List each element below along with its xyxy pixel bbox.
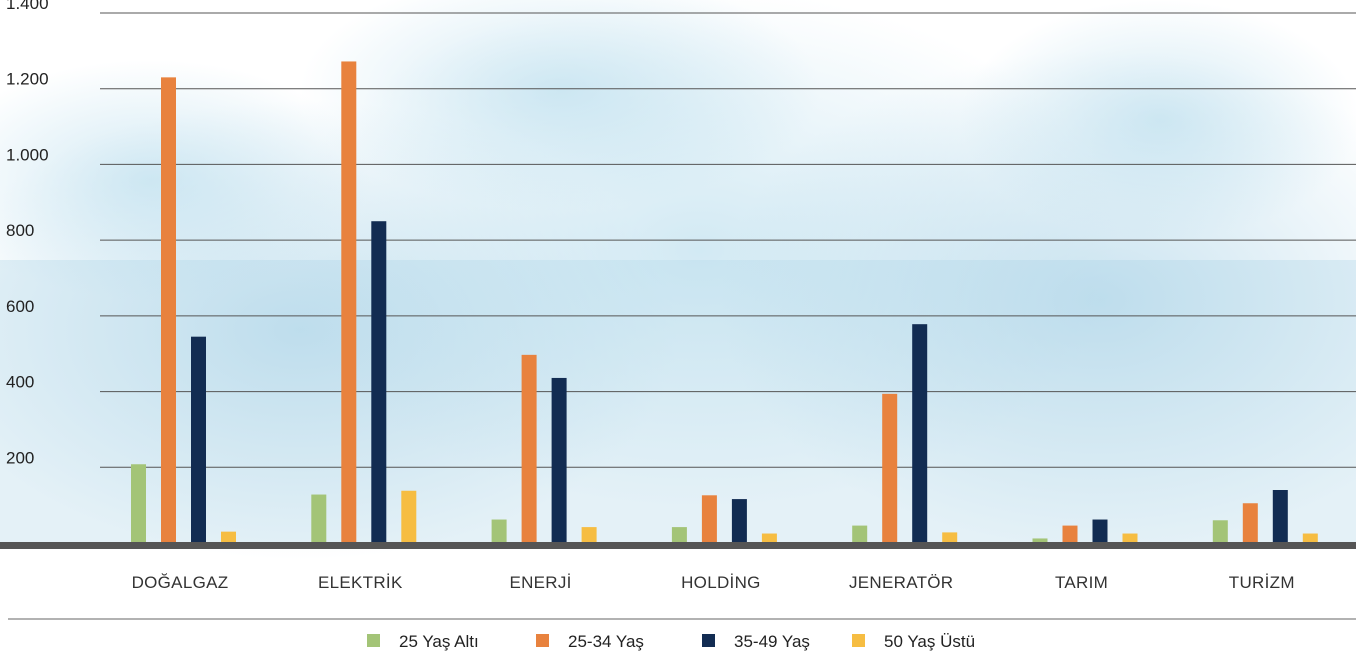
bar: [371, 221, 387, 543]
bar: [1272, 490, 1288, 543]
grid-lines: [100, 12, 1356, 468]
x-category-label: DOĞALGAZ: [132, 573, 229, 592]
bar: [761, 533, 777, 543]
bar: [942, 532, 958, 543]
legend-label: 25 Yaş Altı: [399, 632, 479, 651]
bar: [1122, 533, 1138, 543]
bar: [341, 61, 357, 543]
x-category-label: TARIM: [1055, 573, 1108, 592]
bar: [131, 464, 146, 543]
y-tick-label: 1.400: [6, 0, 49, 13]
y-tick-label: 600: [6, 297, 34, 316]
bar: [551, 377, 567, 543]
y-tick-label: 1.000: [6, 145, 49, 164]
bar: [1092, 519, 1108, 543]
bar: [191, 336, 206, 543]
bar: [161, 77, 176, 543]
legend-label: 35-49 Yaş: [734, 632, 810, 651]
bar: [491, 519, 507, 543]
bar: [1212, 520, 1228, 543]
x-axis-baseline: [0, 542, 1356, 549]
y-tick-label: 1.200: [6, 70, 49, 89]
x-axis-categories: DOĞALGAZ ELEKTRİK ENERJİ HOLDİNG JENERATÖR TA…: [132, 573, 1295, 592]
y-tick-label: 400: [6, 373, 34, 392]
x-category-label: ENERJİ: [509, 573, 571, 592]
x-category-label: TURİZM: [1229, 573, 1295, 592]
legend-swatch: [367, 634, 380, 647]
legend-swatch: [702, 634, 715, 647]
bar: [401, 490, 417, 543]
y-tick-label: 800: [6, 221, 34, 240]
bar: [1062, 525, 1078, 543]
bar: [852, 525, 868, 543]
bar: [1302, 533, 1318, 543]
bar: [701, 495, 717, 543]
legend-label: 50 Yaş Üstü: [884, 632, 975, 651]
x-category-label: JENERATÖR: [849, 573, 953, 592]
legend-swatch: [536, 634, 549, 647]
legend-label: 25-34 Yaş: [568, 632, 644, 651]
bars: [131, 61, 1318, 543]
bar: [1242, 503, 1258, 543]
bar: [581, 527, 597, 543]
bar: [882, 393, 898, 543]
bar: [671, 527, 687, 543]
legend-swatch: [852, 634, 865, 647]
y-axis-ticks: 200 400 600 800 1.000 1.200 1.400: [6, 0, 49, 467]
x-category-label: HOLDİNG: [681, 573, 761, 592]
bar: [521, 354, 537, 543]
legend: 25 Yaş Altı 25-34 Yaş 35-49 Yaş 50 Yaş Üstü: [367, 632, 975, 651]
bar: [311, 494, 327, 543]
bar: [731, 499, 747, 543]
y-tick-label: 200: [6, 448, 34, 467]
bar: [221, 531, 236, 543]
bar: [1032, 538, 1048, 543]
x-category-label: ELEKTRİK: [318, 573, 403, 592]
watercolor-background: [0, 0, 1356, 560]
bar: [912, 324, 928, 543]
